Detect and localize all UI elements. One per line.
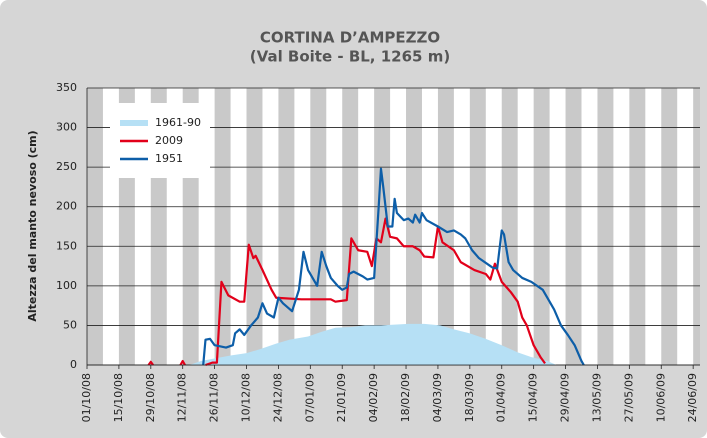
line: [147, 360, 154, 366]
x-tick-label: 24/06/09: [686, 373, 699, 422]
y-tick-label: 50: [63, 318, 77, 331]
chart-subtitle: (Val Boite - BL, 1265 m): [250, 48, 450, 66]
x-tick-label: 13/05/09: [590, 373, 603, 422]
stripe: [661, 88, 678, 365]
stripe: [469, 88, 486, 365]
area: [189, 323, 557, 365]
x-tick-label: 24/12/08: [271, 373, 284, 422]
x-tick-label: 15/10/08: [112, 373, 125, 422]
y-tick-label: 100: [56, 279, 77, 292]
x-tick-label: 10/12/08: [240, 373, 253, 422]
y-axis-label: Altezza del manto nevoso (cm): [26, 130, 39, 321]
x-tick-label: 29/04/09: [559, 373, 572, 422]
x-tick-label: 18/03/09: [463, 373, 476, 422]
stripe: [278, 88, 295, 365]
stripe: [214, 88, 231, 365]
stripe: [533, 88, 550, 365]
line: [205, 217, 546, 367]
x-tick-label: 12/11/08: [176, 373, 189, 422]
legend-label: 1961-90: [155, 116, 201, 129]
chart-title: CORTINA D’AMPEZZO: [260, 29, 440, 47]
y-tick-label: 0: [70, 358, 77, 371]
stripe: [597, 88, 614, 365]
legend-label: 2009: [155, 134, 183, 147]
x-tick-label: 15/04/09: [527, 373, 540, 422]
stripe: [565, 88, 582, 365]
stripe: [87, 88, 103, 365]
x-tick-label: 04/03/09: [431, 373, 444, 422]
x-tick-label: 26/11/08: [208, 373, 221, 422]
stripe: [629, 88, 646, 365]
line: [202, 167, 585, 366]
stripe: [246, 88, 263, 365]
x-tick-label: 04/02/09: [367, 373, 380, 422]
x-tick-label: 27/05/09: [622, 373, 635, 422]
line: [179, 359, 186, 366]
stripe: [693, 88, 700, 365]
x-tick-label: 07/01/09: [303, 373, 316, 422]
y-tick-label: 300: [56, 121, 77, 134]
y-tick-label: 350: [56, 81, 77, 94]
legend-label: 1951: [155, 152, 183, 165]
stripe: [310, 88, 327, 365]
x-tick-label: 18/02/09: [399, 373, 412, 422]
stripe: [374, 88, 391, 365]
y-tick-label: 200: [56, 200, 77, 213]
x-tick-label: 01/10/08: [80, 373, 93, 422]
x-tick-label: 21/01/09: [335, 373, 348, 422]
y-tick-label: 150: [56, 239, 77, 252]
x-tick-label: 10/06/09: [654, 373, 667, 422]
stripe: [342, 88, 359, 365]
stripe: [406, 88, 422, 365]
stripe: [437, 88, 454, 365]
stripe: [501, 88, 518, 365]
x-tick-label: 01/04/09: [495, 373, 508, 422]
x-tick-label: 29/10/08: [144, 373, 157, 422]
y-tick-label: 250: [56, 160, 77, 173]
